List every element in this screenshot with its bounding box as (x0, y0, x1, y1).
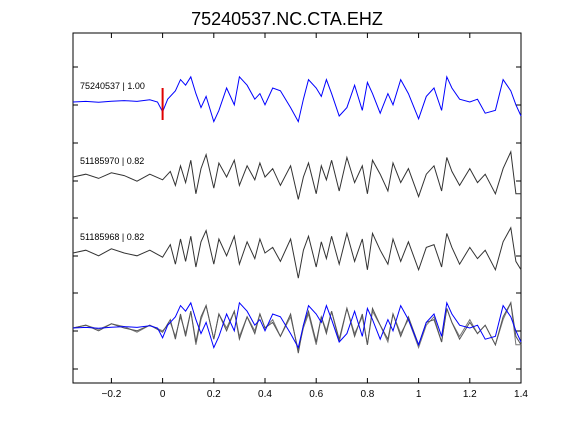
trace-line (72, 149, 521, 200)
trace-label: 51185968 | 0.82 (80, 232, 144, 242)
x-tick-label: 0.2 (207, 389, 221, 400)
traces (72, 75, 522, 279)
trace-label: 75240537 | 1.00 (80, 81, 145, 91)
x-tick-label: 1.4 (514, 389, 528, 400)
trace-line (72, 75, 522, 124)
x-tick-label: 0.6 (309, 389, 323, 400)
x-tick-label: 1.2 (463, 389, 477, 400)
x-tick-label: −0.2 (102, 389, 122, 400)
x-tick-label: 0.4 (258, 389, 272, 400)
plot-area-frame (72, 32, 522, 384)
chart-title: 75240537.NC.CTA.EHZ (191, 9, 383, 29)
x-tick-label: 1 (416, 389, 422, 400)
x-tick-label: 0 (160, 389, 166, 400)
trace-label: 51185970 | 0.82 (80, 156, 144, 166)
overlay-trace-group (72, 300, 522, 354)
trace-labels: 75240537 | 1.00 51185970 | 0.82 51185968 |… (80, 81, 145, 242)
y-ticks (73, 66, 521, 370)
trace-line (72, 226, 522, 279)
x-axis: −0.2 0 0.2 0.4 0.6 0.8 1 1.2 1.4 (102, 33, 528, 400)
x-tick-label: 0.8 (360, 389, 374, 400)
overlay-trace-line (72, 301, 522, 350)
overlay-trace-line (72, 301, 522, 354)
